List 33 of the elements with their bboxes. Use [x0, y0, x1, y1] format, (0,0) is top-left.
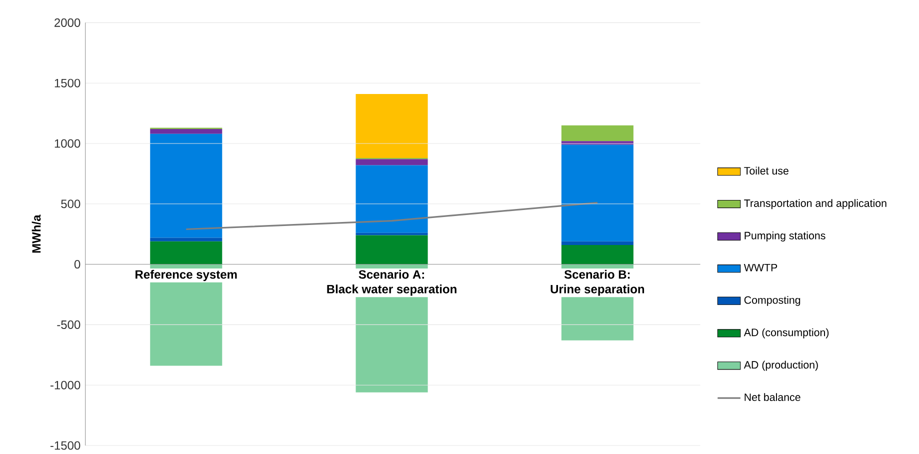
legend-label: Net balance — [744, 393, 800, 401]
bar — [356, 94, 428, 158]
y-tick-label: -1000 — [50, 380, 80, 390]
y-axis-title: MWh/a — [32, 214, 41, 253]
bar — [561, 244, 634, 264]
y-tick-label: -500 — [57, 320, 80, 329]
bar — [356, 165, 428, 233]
bar — [356, 159, 428, 166]
x-tick-label: Scenario B: Urine separation — [550, 270, 644, 296]
y-tick-label: 1000 — [54, 139, 80, 148]
bar — [561, 144, 634, 242]
bar — [356, 232, 428, 236]
legend-label: Transportation and application — [744, 199, 886, 209]
legend-label: AD (production) — [744, 360, 818, 371]
x-tick-label: Reference system — [136, 270, 237, 281]
legend-label: WWTP — [744, 264, 778, 272]
x-tick-label: Scenario A: Black water separation — [327, 270, 456, 296]
legend-label: Toilet use — [744, 166, 788, 174]
bar — [356, 235, 428, 264]
bar — [561, 241, 634, 245]
y-tick-label: -1500 — [50, 441, 80, 450]
legend-label: AD (consumption) — [744, 328, 829, 338]
y-tick-label: 500 — [61, 200, 80, 208]
bar — [150, 134, 222, 238]
y-tick-label: 2000 — [54, 18, 80, 27]
legend-label: Composting — [744, 296, 800, 306]
bar — [561, 125, 634, 141]
y-tick-label: 1500 — [54, 78, 80, 88]
bar — [150, 128, 222, 134]
bar — [150, 241, 222, 264]
legend-label: Pumping stations — [744, 231, 826, 242]
y-tick-label: 0 — [74, 260, 80, 268]
bar — [150, 238, 222, 242]
